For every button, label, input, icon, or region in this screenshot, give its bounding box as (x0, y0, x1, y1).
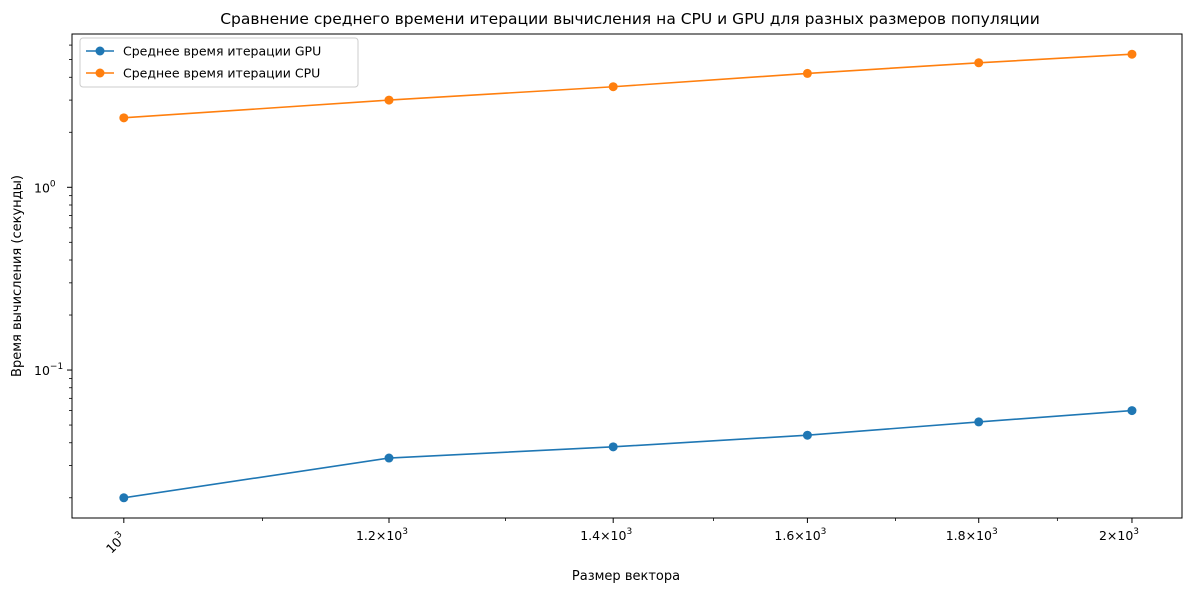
y-axis-ticks: 10−1 100 (34, 44, 72, 499)
data-point-gpu (802, 430, 812, 440)
plot-area (71, 33, 1183, 519)
legend-marker-gpu (95, 46, 105, 56)
series-layer (119, 49, 1137, 503)
data-point-gpu (974, 417, 984, 427)
chart-title: Сравнение среднего времени итерации вычи… (220, 10, 1040, 28)
legend-label-gpu: Среднее время итерации GPU (123, 44, 321, 59)
data-point-cpu (608, 82, 618, 92)
series-line-gpu (123, 409, 1133, 499)
x-axis-ticks: 103 1.2×103 1.4×103 1.6×103 1.8×103 2×103 (102, 518, 1139, 557)
data-point-cpu (384, 95, 394, 105)
data-point-gpu (608, 442, 618, 452)
series-line-cpu (123, 53, 1133, 119)
x-tick-label: 1.4×103 (580, 527, 632, 543)
data-point-cpu (802, 68, 812, 78)
data-point-cpu (119, 113, 129, 123)
legend-marker-cpu (95, 68, 105, 78)
x-tick-label: 1.8×103 (946, 527, 998, 543)
y-axis-label: Время вычисления (секунды) (10, 175, 25, 377)
x-axis-label: Размер вектора (572, 569, 680, 584)
legend: Среднее время итерации GPU Среднее время… (79, 37, 359, 88)
legend-label-cpu: Среднее время итерации CPU (123, 66, 320, 81)
data-point-cpu (974, 58, 984, 68)
x-tick-label: 1.6×103 (774, 527, 826, 543)
y-tick-label: 10−1 (34, 362, 63, 378)
data-point-gpu (119, 493, 129, 503)
x-tick-label: 2×103 (1099, 527, 1139, 543)
legend-box (79, 37, 359, 88)
data-point-gpu (384, 453, 394, 463)
x-tick-label: 103 (102, 530, 129, 557)
data-point-cpu (1127, 49, 1137, 59)
y-tick-label: 100 (34, 179, 56, 195)
x-tick-label: 1.2×103 (356, 527, 408, 543)
data-point-gpu (1127, 406, 1137, 416)
